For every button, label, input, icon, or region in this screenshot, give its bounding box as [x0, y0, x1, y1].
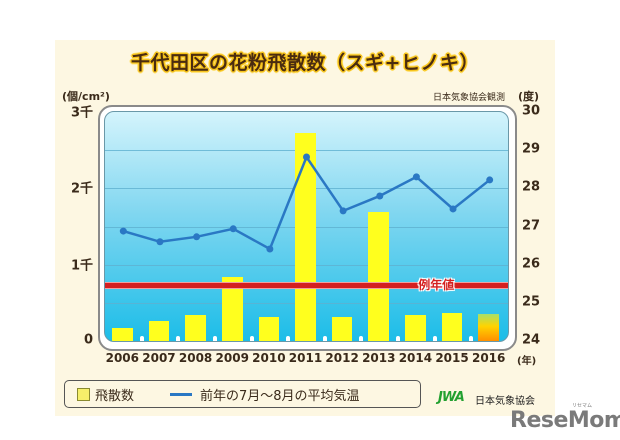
x-axis-label: 2006: [105, 351, 140, 365]
bar-2006: [112, 328, 133, 341]
x-tick-mark: [249, 336, 254, 341]
bar-2016: [478, 314, 499, 341]
x-axis-label: 2007: [142, 351, 176, 365]
x-tick-mark: [286, 336, 291, 341]
jwa-name: 日本気象協会: [475, 396, 535, 407]
watermark-kana: リセマム: [572, 403, 593, 409]
temperature-line: [119, 153, 494, 253]
bar-legend-label: 飛散数: [95, 388, 135, 404]
bar-2013: [368, 212, 390, 341]
bar-2009: [221, 277, 243, 341]
x-tick-mark: [139, 336, 144, 341]
source-note: 日本気象協会観測: [432, 93, 505, 103]
chart-title: 千代田区の花粉飛散数（スギ+ヒノキ）: [131, 52, 479, 74]
bar-2008: [185, 315, 206, 341]
x-tick-mark: [212, 336, 217, 341]
average-label: 例年値: [418, 278, 455, 293]
x-axis-label: 2012: [325, 351, 359, 365]
right-axis-tick: 29: [522, 141, 541, 157]
plot-area: 例年値: [104, 111, 509, 342]
bar-legend-swatch: [77, 387, 90, 401]
x-axis-label: 2009: [215, 351, 249, 365]
bar-2012: [331, 316, 353, 341]
chart-panel: 千代田区の花粉飛散数（スギ+ヒノキ） (個/cm²) 日本気象協会観測 (度) …: [55, 40, 555, 416]
left-axis-tick: 2千: [70, 181, 93, 197]
x-axis-unit: (年): [517, 356, 537, 367]
left-axis-tick: 3千: [70, 105, 93, 121]
x-tick-mark: [176, 336, 181, 341]
right-axis-tick: 26: [522, 256, 541, 272]
x-axis-label: 2008: [178, 351, 213, 365]
x-axis-label: 2015: [435, 351, 469, 365]
bar-2014: [405, 315, 426, 341]
x-axis-label: 2011: [288, 351, 323, 365]
resemom-watermark: ReseMom: [510, 408, 620, 433]
jwa-logo: JWA: [438, 390, 465, 405]
x-axis-label: 2013: [362, 351, 396, 365]
x-tick-mark: [359, 336, 364, 341]
left-axis-unit: (個/cm²): [62, 90, 110, 103]
right-axis-unit: (度): [518, 90, 540, 103]
right-axis-tick: 28: [522, 179, 541, 195]
right-axis-tick: 30: [522, 103, 541, 119]
x-tick-mark: [432, 336, 437, 341]
right-axis-tick: 24: [522, 332, 541, 348]
line-legend-swatch: [170, 392, 193, 396]
bar-2015: [441, 313, 463, 341]
x-axis-label: 2016: [471, 351, 506, 365]
bar-2007: [148, 321, 170, 341]
line-legend-label: 前年の7月～8月の平均気温: [200, 388, 360, 404]
x-axis-label: 2010: [252, 351, 286, 365]
x-tick-mark: [396, 336, 401, 341]
right-axis-tick: 25: [522, 294, 541, 310]
bar-2010: [258, 317, 280, 341]
x-axis-label: 2014: [398, 351, 433, 365]
left-axis-tick: 0: [83, 332, 93, 348]
legend: 飛散数 前年の7月～8月の平均気温: [64, 380, 421, 408]
average-line: [105, 282, 508, 290]
left-axis-tick: 1千: [70, 258, 93, 274]
x-tick-mark: [322, 336, 327, 341]
x-tick-mark: [469, 336, 474, 341]
right-axis-tick: 27: [522, 218, 541, 233]
